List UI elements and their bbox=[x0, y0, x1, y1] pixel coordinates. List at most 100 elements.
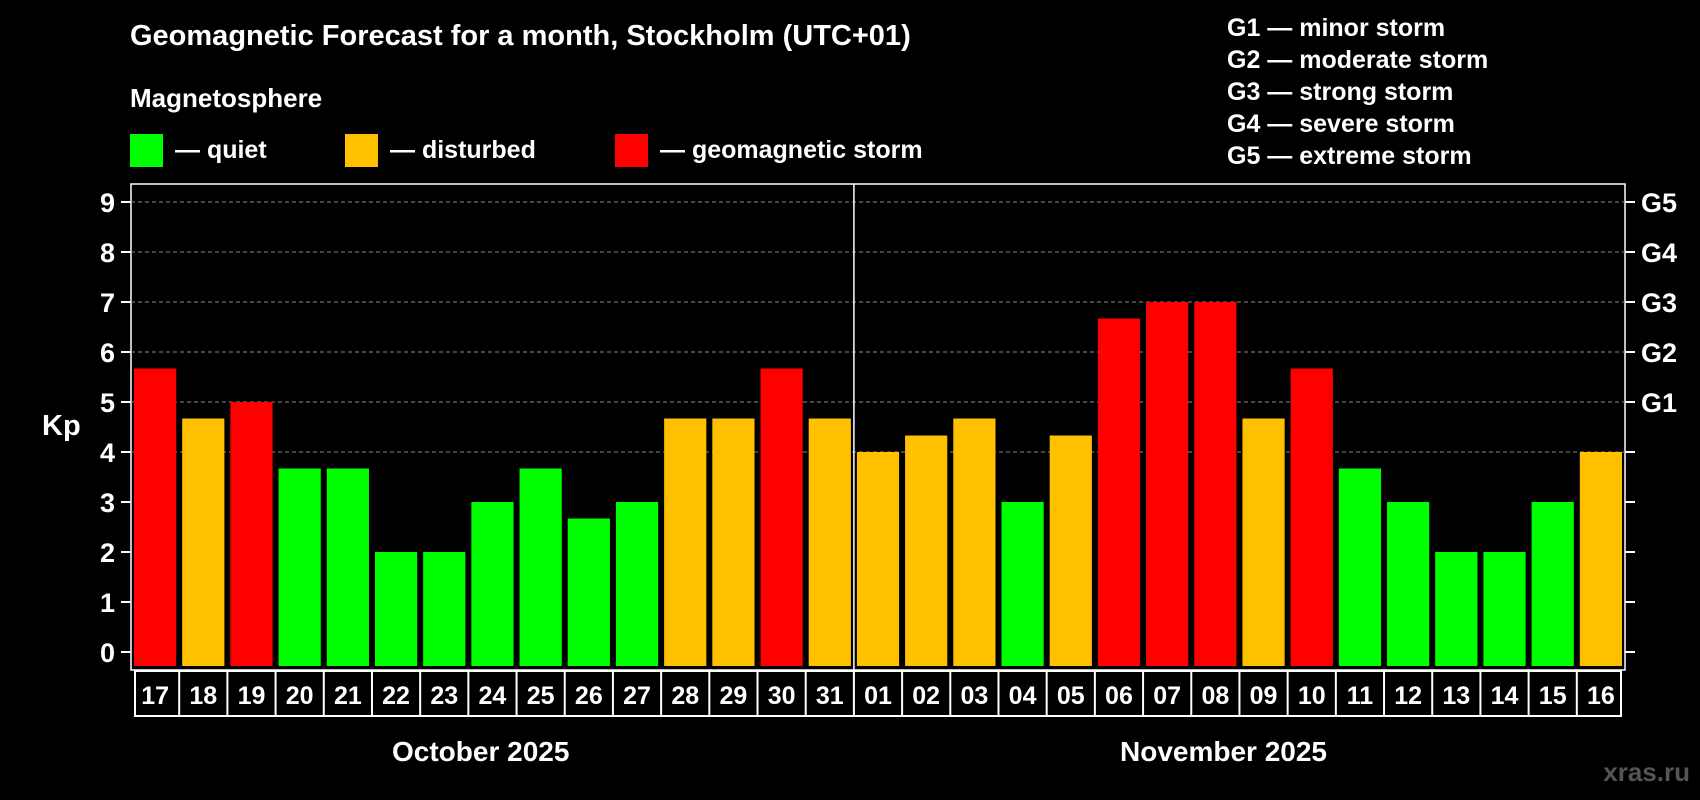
legend-label-disturbed: — disturbed bbox=[390, 135, 536, 164]
bar-09 bbox=[1242, 418, 1285, 666]
date-label-11: 11 bbox=[1347, 682, 1374, 710]
y-tick-label: 9 bbox=[100, 188, 115, 218]
date-label-13: 13 bbox=[1442, 682, 1470, 710]
bar-25 bbox=[519, 468, 562, 666]
date-row bbox=[134, 670, 1622, 717]
legend-item-quiet: — quiet bbox=[130, 133, 267, 167]
bar-30 bbox=[760, 368, 803, 666]
y-tick-label: 3 bbox=[100, 488, 115, 518]
date-label-12: 12 bbox=[1394, 682, 1422, 710]
storm-scale-legend: G1 — minor storm G2 — moderate storm G3 … bbox=[1227, 12, 1488, 172]
bar-28 bbox=[664, 418, 707, 666]
bar-24 bbox=[471, 502, 514, 666]
date-label-03: 03 bbox=[960, 682, 988, 710]
date-label-26: 26 bbox=[575, 682, 603, 710]
date-label-17: 17 bbox=[141, 682, 169, 710]
bar-13 bbox=[1435, 552, 1478, 666]
legend-subtitle: Magnetosphere bbox=[130, 83, 323, 113]
y-axis-label: Kp bbox=[42, 410, 81, 442]
bar-07 bbox=[1146, 302, 1189, 666]
date-label-25: 25 bbox=[527, 682, 555, 710]
g-tick-label: G3 bbox=[1641, 288, 1677, 318]
storm-scale-g1: G1 — minor storm bbox=[1227, 14, 1446, 42]
storm-scale-g5: G5 — extreme storm bbox=[1227, 142, 1472, 170]
date-label-24: 24 bbox=[479, 682, 507, 710]
date-label-08: 08 bbox=[1201, 682, 1229, 710]
g-tick-label: G5 bbox=[1641, 188, 1677, 218]
chart-title: Geomagnetic Forecast for a month, Stockh… bbox=[130, 20, 911, 52]
date-label-20: 20 bbox=[286, 682, 314, 710]
month-label-november: November 2025 bbox=[1120, 736, 1328, 767]
date-label-30: 30 bbox=[768, 682, 796, 710]
storm-scale-g4: G4 — severe storm bbox=[1227, 110, 1455, 138]
legend-label-quiet: — quiet bbox=[175, 135, 267, 164]
date-label-16: 16 bbox=[1587, 682, 1615, 710]
legend-label-storm: — geomagnetic storm bbox=[660, 135, 923, 164]
bar-04 bbox=[1001, 502, 1044, 666]
date-label-21: 21 bbox=[334, 682, 362, 710]
bar-20 bbox=[278, 468, 321, 666]
y-tick-label: 5 bbox=[100, 388, 115, 418]
date-label-31: 31 bbox=[816, 682, 844, 710]
y-tick-label: 1 bbox=[100, 588, 115, 618]
y-tick-label: 7 bbox=[100, 288, 115, 318]
bar-17 bbox=[134, 368, 177, 666]
y-tick-label: 0 bbox=[100, 638, 115, 668]
bar-18 bbox=[182, 418, 225, 666]
bar-06 bbox=[1097, 318, 1141, 666]
bar-08 bbox=[1194, 302, 1237, 666]
storm-scale-g3: G3 — strong storm bbox=[1227, 78, 1454, 106]
date-label-28: 28 bbox=[671, 682, 699, 710]
watermark: xras.ru bbox=[1603, 757, 1690, 787]
date-label-02: 02 bbox=[912, 682, 940, 710]
legend-swatch-quiet bbox=[130, 133, 163, 167]
g-tick-label: G4 bbox=[1641, 238, 1677, 268]
bar-14 bbox=[1483, 552, 1526, 666]
date-label-29: 29 bbox=[720, 682, 748, 710]
month-label-october: October 2025 bbox=[392, 736, 570, 767]
legend-item-storm: — geomagnetic storm bbox=[615, 133, 923, 167]
date-label-19: 19 bbox=[238, 682, 266, 710]
bar-22 bbox=[374, 552, 418, 666]
g-tick-label: G2 bbox=[1641, 338, 1677, 368]
date-label-05: 05 bbox=[1057, 682, 1085, 710]
bar-27 bbox=[615, 502, 659, 666]
date-label-27: 27 bbox=[623, 682, 651, 710]
date-label-04: 04 bbox=[1009, 682, 1037, 710]
date-label-22: 22 bbox=[382, 682, 410, 710]
bar-23 bbox=[423, 552, 466, 666]
date-label-01: 01 bbox=[864, 682, 892, 710]
bar-03 bbox=[953, 418, 996, 666]
date-label-15: 15 bbox=[1539, 682, 1567, 710]
bar-26 bbox=[567, 518, 610, 666]
date-label-09: 09 bbox=[1250, 682, 1278, 710]
legend-swatch-storm bbox=[615, 133, 648, 167]
legend-swatch-disturbed bbox=[345, 133, 378, 167]
legend-item-disturbed: — disturbed bbox=[345, 133, 536, 167]
y-tick-label: 6 bbox=[100, 338, 115, 368]
bar-02 bbox=[905, 435, 948, 666]
bar-01 bbox=[856, 452, 900, 666]
date-label-14: 14 bbox=[1491, 682, 1519, 710]
date-label-07: 07 bbox=[1153, 682, 1181, 710]
bar-05 bbox=[1049, 435, 1092, 666]
bar-16 bbox=[1579, 452, 1622, 666]
bar-31 bbox=[808, 418, 851, 666]
date-label-18: 18 bbox=[189, 682, 217, 710]
date-label-06: 06 bbox=[1105, 682, 1133, 710]
g-tick-label: G1 bbox=[1641, 388, 1677, 418]
bar-15 bbox=[1531, 502, 1574, 666]
date-label-23: 23 bbox=[430, 682, 458, 710]
y-tick-label: 2 bbox=[100, 538, 115, 568]
y-tick-label: 8 bbox=[100, 238, 115, 268]
bar-12 bbox=[1387, 502, 1430, 666]
storm-scale-g2: G2 — moderate storm bbox=[1227, 46, 1489, 74]
bar-21 bbox=[326, 468, 369, 666]
date-label-10: 10 bbox=[1298, 682, 1326, 710]
bar-19 bbox=[230, 402, 273, 666]
y-tick-label: 4 bbox=[100, 438, 115, 468]
bar-29 bbox=[712, 418, 755, 666]
bar-10 bbox=[1290, 368, 1333, 666]
bar-11 bbox=[1338, 468, 1382, 666]
